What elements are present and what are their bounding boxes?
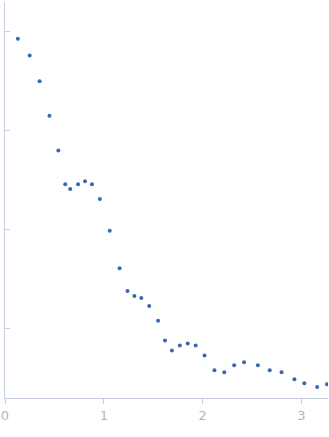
svg-text:1: 1 bbox=[100, 408, 108, 423]
svg-text:0: 0 bbox=[1, 408, 9, 423]
svg-text:2: 2 bbox=[198, 408, 206, 423]
svg-text:3: 3 bbox=[297, 408, 305, 423]
